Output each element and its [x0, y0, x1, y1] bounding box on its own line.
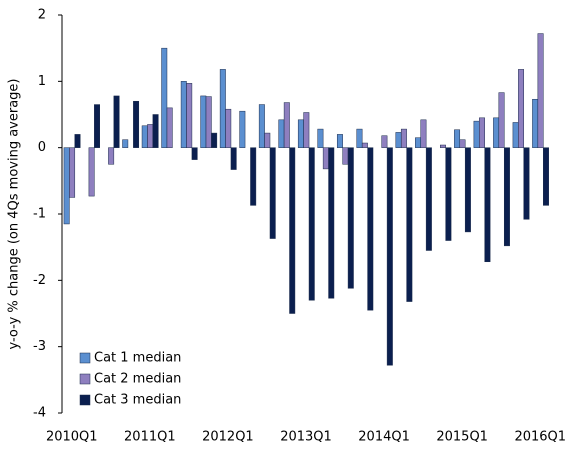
bar	[69, 147, 76, 198]
bar	[264, 132, 271, 148]
bar	[420, 119, 427, 148]
x-tick-label: 2013Q1	[280, 430, 332, 445]
bar	[532, 98, 539, 148]
y-tick-label: 1	[38, 74, 46, 89]
bar	[152, 114, 159, 148]
bar	[122, 139, 129, 148]
bar	[63, 147, 70, 225]
bar	[88, 147, 95, 197]
bar	[303, 112, 310, 148]
bar	[361, 142, 368, 148]
bar	[283, 102, 290, 148]
bar	[74, 134, 81, 148]
bar	[493, 117, 500, 148]
legend-swatch	[79, 352, 91, 364]
bar	[322, 147, 329, 170]
bar	[336, 134, 343, 148]
bar	[328, 147, 335, 299]
legend-swatch	[79, 394, 91, 406]
x-tick-label: 2011Q1	[124, 430, 176, 445]
bar	[503, 147, 510, 247]
bar	[180, 81, 187, 148]
bar	[440, 144, 446, 148]
x-tick-label: 2014Q1	[358, 430, 410, 445]
bar	[479, 117, 485, 148]
bar	[147, 124, 154, 148]
bar	[308, 147, 315, 301]
bar	[473, 120, 480, 148]
bar	[278, 119, 285, 148]
bar	[512, 122, 519, 148]
bar	[395, 132, 402, 148]
legend-label: Cat 3 median	[94, 393, 181, 408]
bar	[342, 147, 349, 165]
legend-swatch	[79, 373, 91, 385]
bar	[219, 69, 226, 148]
bar	[459, 139, 466, 148]
bar	[406, 147, 413, 302]
bar	[200, 95, 207, 148]
bar	[367, 147, 374, 311]
bar	[191, 147, 198, 160]
x-tick-label: 2010Q1	[46, 430, 98, 445]
bar	[445, 147, 452, 241]
y-tick-label: -2	[33, 273, 46, 288]
y-axis-title: y-o-y % change (on 4Qs moving average)	[7, 79, 22, 350]
bar	[166, 107, 173, 148]
y-tick-label: -3	[33, 339, 46, 354]
bar	[381, 135, 388, 148]
bar	[518, 69, 525, 148]
bar	[356, 128, 363, 148]
bar	[498, 92, 505, 148]
bar	[258, 104, 265, 148]
bar	[425, 147, 432, 251]
bar	[186, 83, 193, 148]
x-tick-label: 2012Q1	[202, 430, 254, 445]
y-tick-label: -4	[33, 406, 46, 421]
bar	[400, 128, 407, 148]
bar	[230, 147, 237, 170]
bar	[543, 147, 549, 206]
bar	[211, 132, 218, 148]
bar	[113, 95, 120, 148]
bar	[108, 147, 115, 165]
bar	[537, 33, 544, 148]
bar	[347, 147, 354, 289]
y-tick-label: 2	[38, 8, 46, 23]
x-tick-label: 2015Q1	[436, 430, 488, 445]
bar	[386, 147, 393, 366]
bar	[415, 137, 421, 148]
bar	[141, 125, 148, 148]
bar	[133, 100, 140, 148]
bar	[297, 119, 304, 148]
y-tick-label: -1	[33, 207, 46, 222]
legend-label: Cat 1 median	[94, 351, 181, 366]
bar	[289, 147, 296, 314]
bar	[205, 96, 212, 148]
bar	[464, 147, 471, 233]
bar	[484, 147, 491, 263]
bar	[454, 129, 461, 148]
bar	[94, 104, 100, 148]
bar	[523, 147, 530, 220]
bar	[239, 110, 246, 148]
x-tick-label: 2016Q1	[514, 430, 566, 445]
bar	[161, 47, 168, 148]
bar	[225, 108, 232, 148]
y-tick-label: 0	[38, 140, 46, 155]
bar	[269, 147, 276, 239]
legend-label: Cat 2 median	[94, 372, 181, 387]
bar	[250, 147, 257, 206]
bar	[317, 128, 324, 148]
